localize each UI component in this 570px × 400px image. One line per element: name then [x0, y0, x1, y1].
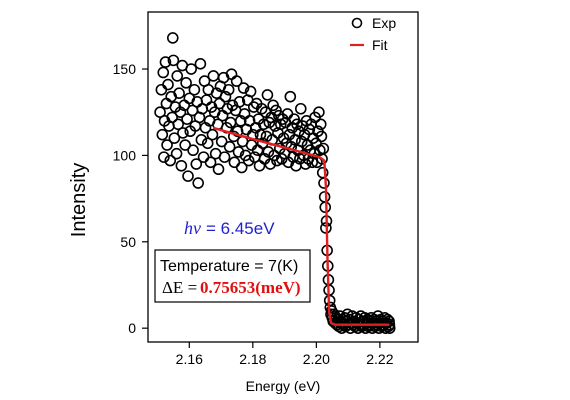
exp-data-point [306, 156, 319, 169]
exp-data-point [168, 132, 181, 144]
exp-data-point [171, 70, 184, 82]
hv-symbol: hν [184, 218, 201, 238]
exp-data-point [257, 118, 270, 131]
exp-data-point [187, 144, 199, 157]
exp-data-point [317, 142, 330, 155]
delta-e-label: ΔE = [162, 278, 197, 297]
exp-data-point [237, 82, 250, 94]
exp-data-point [235, 161, 248, 174]
exp-data-point [318, 177, 330, 189]
exp-data-point [166, 111, 178, 124]
info-box-frame [154, 249, 311, 303]
exp-data-point [253, 159, 266, 172]
fit-series [212, 126, 390, 326]
legend-fit-label: Fit [372, 37, 388, 53]
exp-data-point [315, 130, 328, 143]
legend-exp-label: Exp [372, 15, 396, 31]
exp-data-point [263, 116, 276, 129]
y-tick-label: 50 [120, 234, 136, 250]
exp-data-point [172, 118, 184, 131]
exp-data-point [314, 118, 327, 131]
exp-data-point [294, 102, 307, 115]
exp-data-point [179, 139, 191, 151]
exp-data-point [242, 154, 255, 167]
y-axis-title: Intensity [68, 163, 90, 237]
exp-data-point [219, 90, 232, 103]
exp-data-point [177, 127, 189, 139]
exp-data-point [155, 83, 168, 96]
exp-data-point [318, 191, 331, 203]
exp-data-point [162, 78, 174, 91]
exp-data-point [204, 156, 217, 169]
x-tick-label: 2.20 [303, 351, 330, 367]
exp-data-point [156, 128, 169, 141]
exp-data-point [383, 322, 396, 334]
exp-data-point [269, 120, 281, 132]
delta-e-value: 0.75653(meV) [200, 278, 301, 297]
exp-data-point [383, 315, 395, 328]
exp-data-point [207, 70, 220, 82]
x-tick-label: 2.18 [239, 351, 266, 367]
exp-data-point [261, 89, 274, 101]
exp-data-point [218, 151, 231, 163]
legend: Exp Fit [350, 15, 396, 53]
exp-data-point [228, 156, 241, 169]
hv-value: = 6.45eV [206, 219, 275, 238]
exp-data-point [197, 151, 210, 163]
exp-data-point [295, 135, 308, 148]
exp-data-point [167, 54, 180, 67]
exp-data-point [212, 163, 225, 176]
exp-data-point [233, 96, 246, 108]
exp-data-point [232, 146, 245, 158]
exp-data-point [158, 151, 170, 163]
exp-data-point [175, 159, 188, 172]
x-axis-title: Energy (eV) [246, 378, 321, 394]
exp-data-point [188, 83, 201, 96]
exp-data-point [244, 85, 257, 98]
temperature-label: Temperature = 7(K) [160, 258, 298, 275]
y-tick-label: 100 [113, 147, 137, 163]
exp-data-point [164, 154, 177, 167]
axis-ticks: 2.16 2.18 2.20 2.22 0 50 100 150 [113, 61, 394, 367]
exp-data-point [247, 101, 260, 113]
exp-data-point [215, 135, 228, 148]
exp-data-point [260, 130, 273, 143]
fit-line-path [212, 126, 390, 326]
y-tick-label: 150 [113, 61, 137, 77]
exp-data-point [170, 147, 183, 160]
exp-data-point [190, 158, 203, 170]
exp-data-point [182, 170, 194, 182]
x-tick-label: 2.16 [176, 351, 203, 367]
exp-data-point [230, 75, 243, 87]
exp-data-point [284, 90, 297, 103]
exp-data-point [262, 146, 275, 158]
plot-frame [147, 11, 419, 343]
exp-data-point [159, 56, 172, 68]
exp-data-point [255, 102, 268, 115]
y-tick-label: 0 [128, 320, 136, 336]
exp-data-point [194, 58, 207, 70]
exp-data-point [192, 177, 204, 189]
x-tick-label: 2.22 [366, 351, 393, 367]
exp-data-point [213, 97, 226, 110]
exp-data-point [222, 83, 235, 96]
exp-data-point [173, 87, 185, 100]
exp-data-point [195, 134, 208, 146]
exp-data-point [200, 94, 213, 106]
legend-exp-marker [351, 17, 363, 29]
exp-data-point [185, 63, 197, 75]
info-box: Temperature = 7(K) ΔE = 0.75653(meV) [154, 249, 311, 303]
exp-data-point [273, 109, 285, 122]
exp-data-point [166, 32, 179, 44]
exp-data-point [157, 66, 170, 79]
photon-energy-annotation: hν = 6.45eV [184, 218, 275, 238]
exp-data-point [161, 139, 173, 151]
exp-data-point [201, 137, 214, 150]
exp-data-point [313, 106, 325, 119]
exp-data-point [206, 128, 219, 141]
exp-data-point [223, 140, 236, 153]
exp-data-point [180, 77, 192, 89]
exp-data-point [181, 113, 193, 125]
